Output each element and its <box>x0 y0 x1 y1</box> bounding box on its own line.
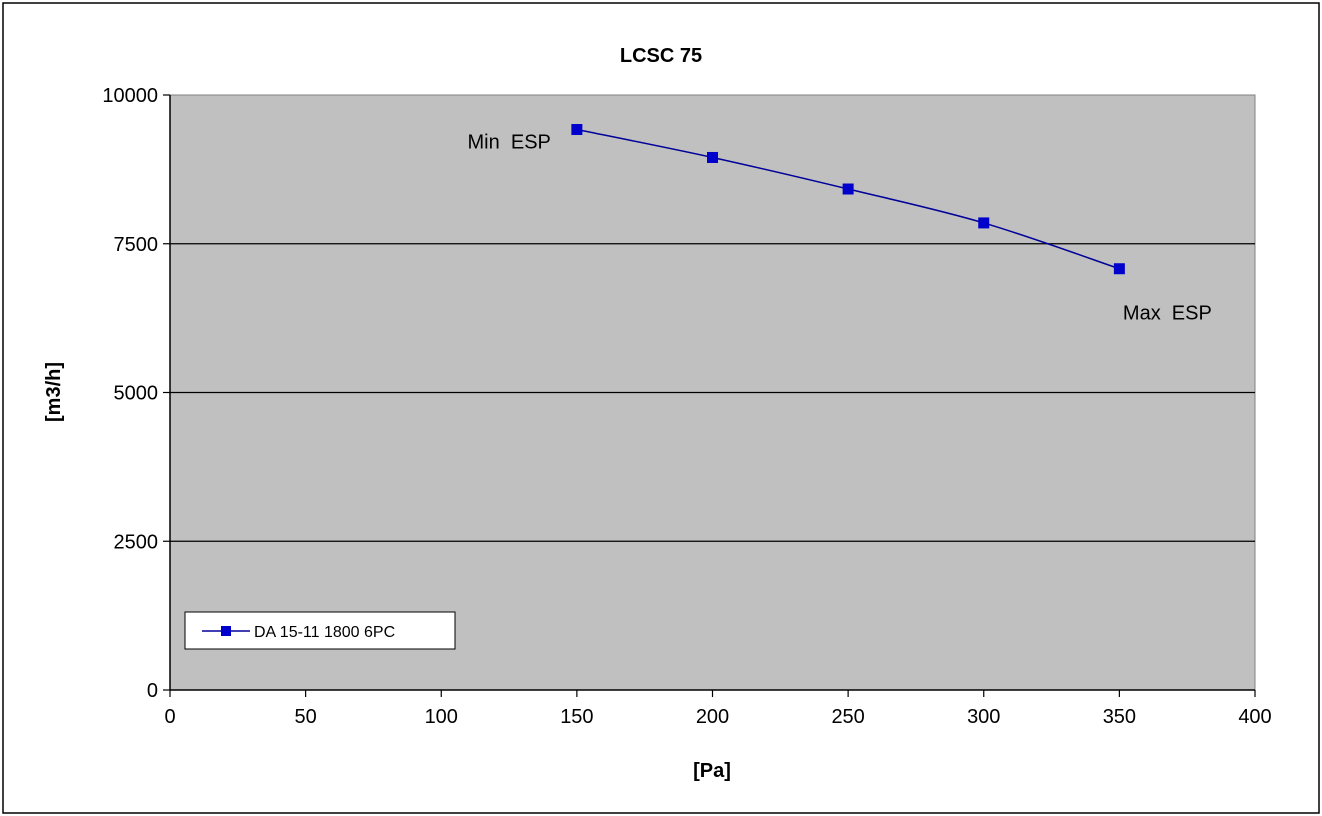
annotation-layer: Min ESP Max ESP <box>468 132 1212 325</box>
x-tick-label-8: 400 <box>1238 706 1271 728</box>
x-tick-label-3: 150 <box>560 706 593 728</box>
annotation-label-0: Min ESP <box>468 132 551 154</box>
x-ticks: 0 50 100 150 200 250 300 350 400 <box>164 690 1272 728</box>
legend-label: DA 15-11 1800 6PC <box>254 624 395 641</box>
x-tick-label-5: 250 <box>831 706 864 728</box>
data-point-0-1 <box>707 151 718 163</box>
legend: DA 15-11 1800 6PC <box>184 611 456 650</box>
x-tick-label-2: 100 <box>425 706 458 728</box>
x-tick-label-4: 200 <box>696 706 729 728</box>
y-tick-label-4: 10000 <box>102 85 158 107</box>
data-point-0-0 <box>571 124 583 136</box>
data-point-0-2 <box>842 183 854 195</box>
gridlines <box>170 243 1255 542</box>
y-ticks: 0 2500 5000 7500 10000 <box>102 85 170 702</box>
legend-marker-swatch <box>221 626 231 636</box>
data-point-0-4 <box>1113 263 1125 275</box>
y-tick-label-1: 2500 <box>114 531 159 553</box>
data-point-0-3 <box>978 217 990 229</box>
x-axis-label: [Pa] <box>693 760 731 782</box>
x-tick-label-1: 50 <box>295 706 317 728</box>
y-tick-label-2: 5000 <box>114 383 159 405</box>
x-tick-label-0: 0 <box>164 706 175 728</box>
y-tick-label-0: 0 <box>147 680 158 702</box>
series-layer <box>571 124 1125 275</box>
x-tick-label-6: 300 <box>967 706 1000 728</box>
chart-title: LCSC 75 <box>620 45 702 67</box>
x-tick-label-7: 350 <box>1103 706 1136 728</box>
y-tick-label-3: 7500 <box>114 234 159 256</box>
annotation-label-1: Max ESP <box>1123 303 1212 325</box>
y-axis-label: [m3/h] <box>43 362 65 422</box>
